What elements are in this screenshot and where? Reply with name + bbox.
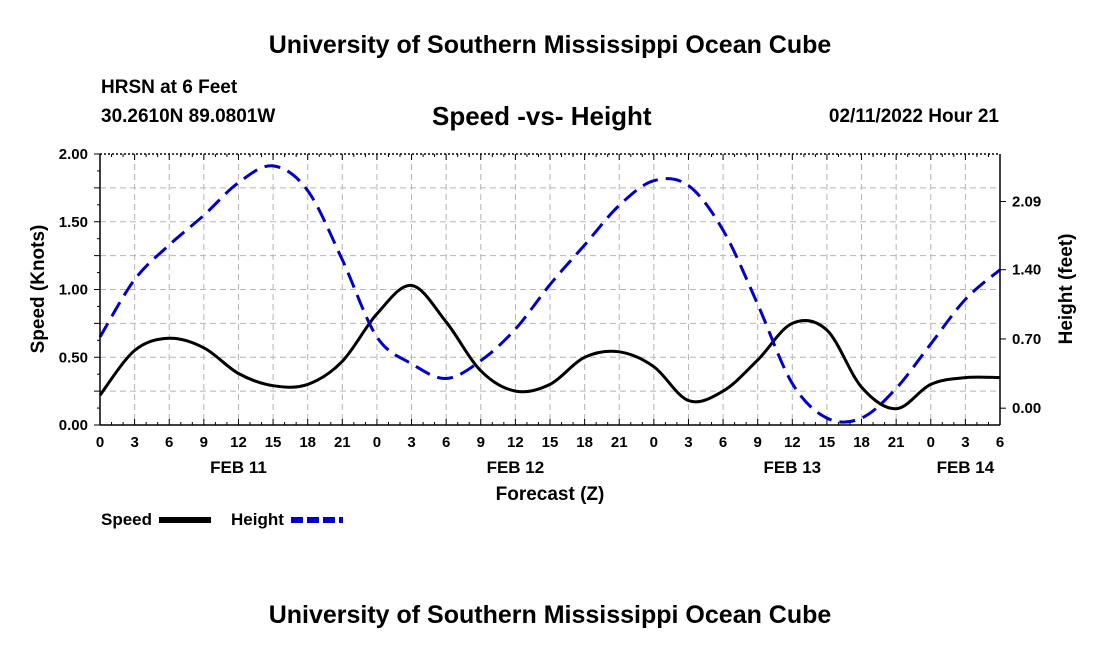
date-label: FEB 14 (937, 458, 995, 477)
x-tick-label: 0 (96, 434, 104, 451)
axis-ticks: 0 3 6 9 12 15 18 21 0 3 6 9 12 15 18 21 0 3 6 9 12 15 18 21 0 3 60… (59, 146, 1041, 477)
station-label: HRSN at 6 Feet (101, 77, 238, 98)
forecast-run-time: 02/11/2022 Hour 21 (828, 106, 999, 127)
y-left-tick-label: 0.00 (59, 417, 88, 434)
y-left-tick-label: 2.00 (59, 146, 88, 163)
date-label: FEB 11 (210, 458, 267, 477)
x-tick-label: 0 (927, 434, 935, 451)
y-axis-right-label: Height (feet) (1056, 234, 1077, 345)
y-right-tick-label: 1.40 (1012, 262, 1041, 279)
y-right-tick-label: 2.09 (1012, 193, 1041, 210)
chart-title: Speed -vs- Height (432, 101, 652, 131)
date-label: FEB 12 (487, 458, 545, 477)
x-tick-label: 18 (853, 434, 870, 451)
grid-lines (100, 154, 1000, 425)
series-layer (98, 164, 1001, 424)
x-tick-label: 0 (650, 434, 658, 451)
x-tick-label: 12 (507, 434, 524, 451)
y-axis-left-label: Speed (Knots) (28, 225, 49, 354)
x-tick-label: 6 (442, 434, 450, 451)
x-tick-label: 15 (265, 434, 282, 451)
legend: Speed Height (101, 510, 343, 529)
x-tick-label: 18 (299, 434, 316, 451)
x-tick-label: 3 (407, 434, 415, 451)
x-tick-label: 6 (165, 434, 173, 451)
x-tick-label: 3 (130, 434, 138, 451)
x-tick-label: 12 (784, 434, 801, 451)
y-right-tick-label: 0.70 (1012, 331, 1041, 348)
x-tick-label: 0 (373, 434, 381, 451)
x-tick-label: 21 (611, 434, 628, 451)
station-coordinates: 30.2610N 89.0801W (101, 106, 276, 127)
main-title: University of Southern Mississippi Ocean… (268, 31, 832, 59)
x-tick-label: 12 (230, 434, 247, 451)
x-tick-label: 6 (719, 434, 727, 451)
x-tick-label: 3 (684, 434, 692, 451)
x-tick-label: 9 (200, 434, 208, 451)
x-tick-label: 18 (576, 434, 593, 451)
x-tick-label: 6 (996, 434, 1004, 451)
x-tick-label: 3 (961, 434, 969, 451)
x-tick-label: 15 (542, 434, 559, 451)
y-right-tick-label: 0.00 (1012, 400, 1041, 417)
y-left-tick-label: 1.00 (59, 282, 88, 299)
x-tick-label: 9 (477, 434, 485, 451)
x-tick-label: 21 (888, 434, 905, 451)
legend-label-speed: Speed (101, 510, 152, 529)
y-left-tick-label: 0.50 (59, 349, 88, 366)
x-tick-label: 21 (334, 434, 351, 451)
date-label: FEB 13 (763, 458, 821, 477)
legend-label-height: Height (231, 510, 284, 529)
y-left-tick-label: 1.50 (59, 214, 88, 231)
series-speed-line (98, 283, 1001, 411)
x-tick-label: 9 (754, 434, 762, 451)
series-height-line (98, 164, 1001, 424)
x-axis-label: Forecast (Z) (496, 484, 605, 505)
footer-title: University of Southern Mississippi Ocean… (268, 601, 832, 629)
x-tick-label: 15 (819, 434, 836, 451)
